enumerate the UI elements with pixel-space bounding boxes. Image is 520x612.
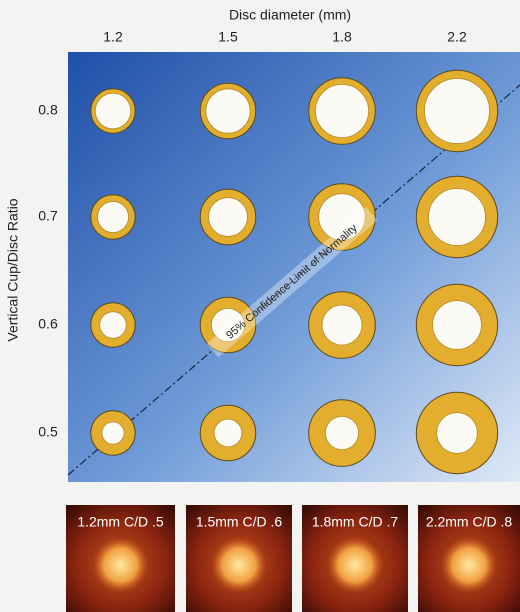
cup — [321, 304, 363, 346]
annotation-bg — [206, 206, 378, 358]
cup — [94, 92, 132, 130]
y-tick-label: 0.6 — [38, 316, 58, 332]
cup — [324, 415, 360, 451]
cup — [424, 78, 490, 144]
x-tick-label: 2.2 — [447, 29, 467, 45]
x-axis-title: Disc diameter (mm) — [229, 7, 351, 23]
cup — [314, 83, 370, 139]
optic-nerve — [92, 537, 149, 593]
cup — [205, 88, 251, 134]
y-tick-label: 0.5 — [38, 424, 58, 440]
cup — [432, 300, 482, 350]
photo-label: 1.2mm C/D .5 — [77, 514, 164, 530]
cup — [213, 418, 243, 448]
cup — [97, 201, 129, 233]
photo-label: 2.2mm C/D .8 — [426, 514, 513, 530]
photo-label: 1.8mm C/D .7 — [312, 514, 399, 530]
cup — [210, 307, 246, 343]
x-tick-label: 1.2 — [103, 29, 123, 45]
cup — [99, 311, 127, 339]
optic-nerve — [441, 537, 497, 593]
optic-nerve — [327, 537, 383, 593]
x-tick-label: 1.5 — [218, 29, 238, 45]
cup — [436, 412, 478, 454]
x-tick-label: 1.8 — [332, 29, 352, 45]
cup — [101, 421, 125, 445]
cup — [428, 188, 486, 246]
cup — [318, 193, 366, 241]
cup — [208, 197, 248, 237]
optic-nerve — [211, 537, 267, 593]
photo-label: 1.5mm C/D .6 — [196, 514, 283, 530]
y-tick-label: 0.8 — [38, 102, 58, 118]
y-axis-title: Vertical Cup/Disc Ratio — [5, 198, 21, 341]
y-tick-label: 0.7 — [38, 208, 58, 224]
